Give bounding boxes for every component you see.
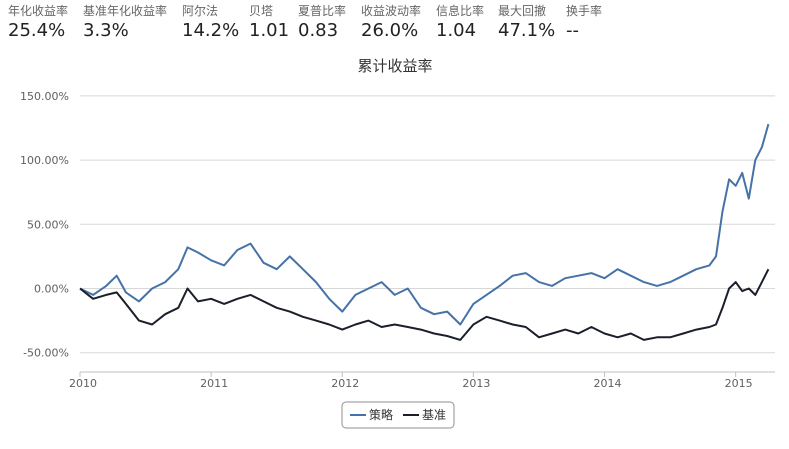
stat-value: 14.2%: [182, 20, 240, 41]
x-axis: 2010 2011 2012 2013 2014 2015: [69, 371, 775, 390]
chart-title: 累计收益率: [357, 57, 432, 75]
stat-label: 阿尔法: [182, 4, 219, 18]
legend-label-benchmark: 基准: [422, 408, 446, 422]
legend[interactable]: 策略 基准: [341, 401, 455, 429]
stat-information-ratio: 信息比率 1.04: [436, 4, 484, 42]
stat-beta: 贝塔 1.01: [249, 4, 289, 42]
stat-volatility: 收益波动率 26.0%: [361, 4, 421, 42]
x-tick-label: 2010: [69, 377, 97, 390]
stat-alpha: 阿尔法 14.2%: [182, 4, 239, 42]
stat-value: 26.0%: [361, 20, 419, 41]
legend-item-strategy[interactable]: 策略: [350, 407, 393, 422]
stat-label: 换手率: [566, 4, 603, 18]
stat-label: 贝塔: [249, 4, 274, 18]
x-tick-label: 2013: [462, 377, 490, 390]
y-tick-label: 0.00%: [34, 283, 69, 296]
stat-turnover: 换手率 --: [566, 4, 602, 42]
stat-annual-return: 年化收益率 25.4%: [8, 4, 68, 42]
stat-value: 25.4%: [8, 20, 66, 41]
x-tick-label: 2015: [725, 377, 753, 390]
stat-label: 收益波动率: [361, 4, 422, 18]
y-axis: -50.00% 0.00% 50.00% 100.00% 150.00%: [20, 90, 69, 360]
stat-label: 夏普比率: [298, 4, 347, 18]
series-line-benchmark: [79, 268, 770, 341]
stat-value: 47.1%: [498, 20, 556, 41]
legend-item-benchmark[interactable]: 基准: [403, 408, 446, 422]
y-tick-label: 50.00%: [27, 218, 69, 231]
stat-label: 年化收益率: [8, 4, 69, 18]
stat-value: 1.01: [249, 20, 290, 41]
stat-label: 基准年化收益率: [83, 4, 168, 18]
x-tick-label: 2014: [594, 377, 622, 390]
stat-max-drawdown: 最大回撤 47.1%: [498, 4, 555, 42]
legend-label-strategy: 策略: [369, 407, 393, 422]
stat-value: 3.3%: [83, 20, 129, 41]
stat-value: --: [566, 20, 579, 41]
y-tick-label: -50.00%: [23, 347, 69, 360]
x-tick-label: 2012: [331, 377, 359, 390]
grid-lines: [80, 95, 775, 354]
stat-label: 信息比率: [436, 4, 485, 18]
stats-bar: 年化收益率 25.4% 基准年化收益率 3.3% 阿尔法 14.2% 贝塔 1.…: [0, 0, 789, 50]
x-tick-label: 2011: [200, 377, 228, 390]
stat-label: 最大回撤: [498, 4, 547, 18]
y-tick-label: 150.00%: [20, 90, 69, 103]
stat-benchmark-annual-return: 基准年化收益率 3.3%: [83, 4, 167, 42]
stat-sharpe: 夏普比率 0.83: [298, 4, 346, 42]
stat-value: 1.04: [436, 20, 477, 41]
y-tick-label: 100.00%: [20, 154, 69, 167]
series-lines: [79, 123, 770, 341]
stat-value: 0.83: [298, 20, 339, 41]
series-line-strategy: [79, 123, 770, 326]
legend-box: [341, 401, 455, 429]
